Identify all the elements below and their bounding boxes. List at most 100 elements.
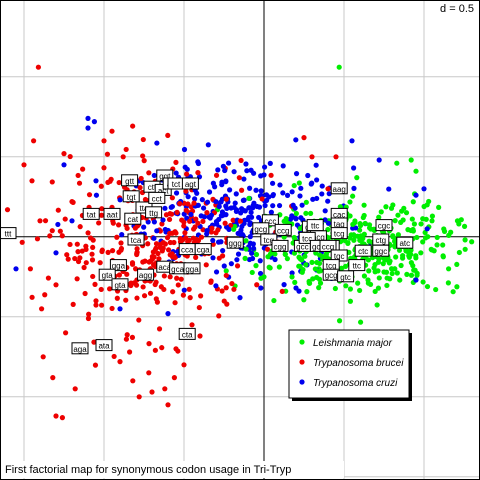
trypanosoma-brucei-point	[75, 249, 81, 255]
leishmania-major-point	[408, 260, 414, 266]
trypanosoma-brucei-point	[4, 207, 11, 213]
codon-label-text: gga	[185, 265, 199, 274]
trypanosoma-cruzi-point	[173, 170, 179, 176]
codon-label: ttg	[145, 206, 163, 219]
leishmania-major-point	[357, 287, 363, 294]
trypanosoma-brucei-point	[50, 375, 56, 381]
legend: Leishmania major Trypanosoma brucei Trypan…	[288, 329, 412, 401]
leishmania-major-point	[317, 280, 324, 286]
trypanosoma-cruzi-point	[223, 179, 229, 185]
trypanosoma-brucei-point	[146, 259, 152, 265]
trypanosoma-brucei-point	[130, 123, 136, 129]
leishmania-major-point	[456, 249, 462, 256]
trypanosoma-cruzi-point	[181, 211, 187, 217]
leishmania-major-point	[316, 268, 322, 274]
leishmania-major-point	[231, 226, 237, 232]
trypanosoma-brucei-point	[167, 239, 173, 246]
trypanosoma-brucei-point	[42, 292, 48, 298]
trypanosoma-brucei-point	[53, 413, 59, 419]
trypanosoma-cruzi-point	[413, 277, 419, 283]
trypanosoma-cruzi-point	[251, 245, 257, 252]
trypanosoma-brucei-point	[92, 281, 98, 287]
leishmania-major-point	[448, 229, 454, 235]
leishmania-major-point	[409, 216, 415, 222]
trypanosoma-cruzi-point	[165, 311, 171, 317]
trypanosoma-brucei-point	[309, 154, 315, 160]
trypanosoma-cruzi-point	[248, 209, 254, 216]
leishmania-major-point	[462, 246, 468, 252]
leishmania-major-point	[325, 235, 331, 241]
codon-label-text: aca	[158, 263, 171, 272]
leishmania-major-point	[357, 319, 364, 325]
trypanosoma-cruzi-point	[293, 171, 300, 177]
trypanosoma-brucei-point	[155, 250, 161, 257]
trypanosoma-brucei-point	[35, 64, 42, 70]
trypanosoma-cruzi-point	[243, 161, 249, 167]
leishmania-major-point	[271, 297, 277, 304]
trypanosoma-brucei-point	[173, 346, 179, 352]
leishmania-major-point	[345, 240, 351, 247]
trypanosoma-cruzi-point	[276, 202, 283, 209]
trypanosoma-cruzi-point	[293, 285, 299, 291]
leishmania-major-point	[440, 254, 446, 260]
trypanosoma-cruzi-point	[234, 257, 240, 263]
trypanosoma-brucei-point	[83, 243, 89, 249]
leishmania-major-point	[384, 282, 390, 289]
codon-label-text: cac	[333, 210, 345, 219]
leishmania-major-point	[380, 261, 386, 267]
codon-label: gta	[98, 268, 116, 281]
leishmania-major-point	[399, 208, 405, 214]
leishmania-major-point	[445, 266, 452, 272]
trypanosoma-cruzi-point	[162, 205, 168, 211]
trypanosoma-cruzi-point	[235, 251, 242, 257]
trypanosoma-cruzi-point	[241, 176, 247, 182]
trypanosoma-brucei-point	[97, 260, 103, 266]
leishmania-major-point	[342, 263, 349, 269]
leishmania-major-point	[375, 285, 382, 291]
trypanosoma-cruzi-point	[351, 185, 357, 191]
trypanosoma-brucei-point	[178, 276, 184, 282]
trypanosoma-brucei-point	[153, 245, 159, 251]
trypanosoma-brucei-point	[130, 378, 136, 384]
trypanosoma-brucei-point	[136, 317, 142, 323]
trypanosoma-brucei-point	[70, 301, 76, 307]
leishmania-major-point	[291, 182, 297, 189]
trypanosoma-cruzi-point	[231, 169, 237, 175]
trypanosoma-cruzi-point	[210, 255, 216, 261]
trypanosoma-brucei-point	[59, 415, 65, 421]
trypanosoma-brucei-point	[117, 359, 123, 365]
codon-label-text: cgc	[378, 222, 390, 231]
trypanosoma-cruzi-point	[93, 178, 99, 184]
trypanosoma-brucei-point	[140, 136, 146, 143]
trypanosoma-brucei-point	[183, 188, 189, 194]
trypanosoma-brucei-point	[222, 220, 228, 226]
trypanosoma-brucei-point	[64, 252, 70, 258]
trypanosoma-brucei-point	[172, 254, 178, 261]
trypanosoma-brucei-point	[42, 218, 49, 224]
codon-label: atc	[396, 236, 414, 249]
leishmania-major-point	[243, 238, 249, 244]
codon-label: cga	[194, 243, 212, 256]
codon-label: ttt	[0, 227, 17, 240]
codon-label: tcg	[260, 233, 278, 246]
codon-label: gta	[111, 278, 129, 291]
trypanosoma-cruzi-point	[322, 217, 328, 223]
leishmania-major-point	[361, 212, 367, 219]
trypanosoma-brucei-point	[221, 298, 227, 304]
codon-label: ggc	[372, 244, 390, 257]
leishmania-major-point	[408, 227, 414, 234]
codon-label: gtt	[121, 174, 139, 187]
trypanosoma-brucei-point	[98, 286, 104, 293]
trypanosoma-brucei-point	[203, 262, 209, 268]
codon-label: ccg	[319, 239, 337, 252]
trypanosoma-cruzi-point	[201, 214, 208, 220]
trypanosoma-brucei-point	[181, 219, 187, 225]
trypanosoma-cruzi-point	[184, 166, 190, 172]
leishmania-major-point	[418, 221, 424, 227]
trypanosoma-brucei-point	[231, 286, 237, 292]
trypanosoma-brucei-point	[170, 289, 176, 295]
leishmania-major-point	[309, 259, 315, 265]
leishmania-major-point	[424, 283, 431, 290]
trypanosoma-brucei-point	[116, 249, 122, 255]
codon-label-text: gcg	[254, 225, 267, 234]
